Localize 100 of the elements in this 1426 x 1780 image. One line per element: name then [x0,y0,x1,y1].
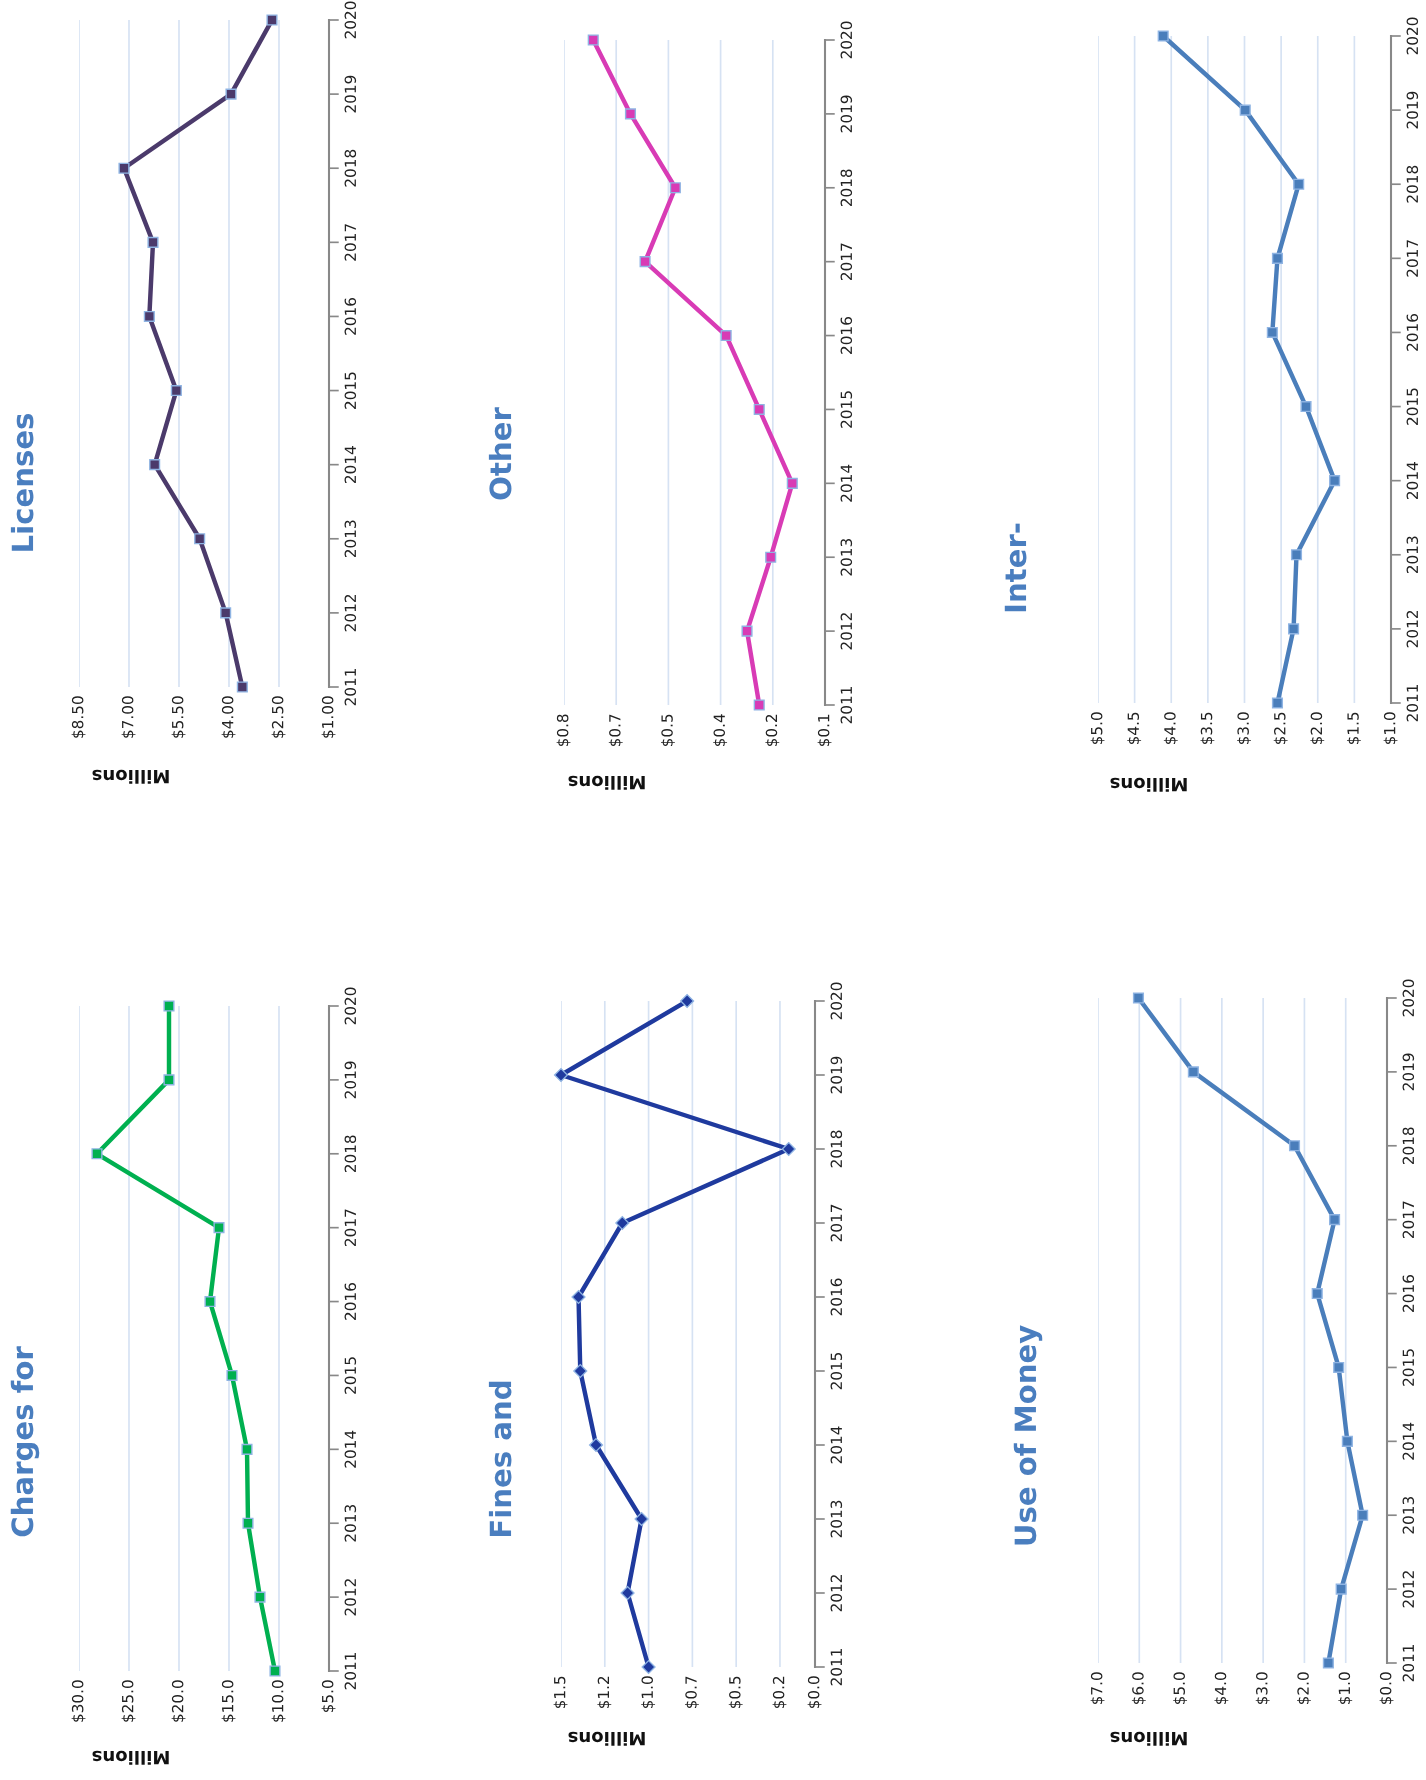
point [1357,1509,1369,1521]
x-tick-label: $2.5 [1273,712,1288,745]
y-tick-label: 2011 [344,1652,357,1690]
y-tick-label: 2019 [830,1056,843,1094]
y-tick-label: 2013 [840,539,853,576]
y-tick-label: 2016 [830,1278,843,1316]
x-tick-label: $10.0 [271,1680,286,1722]
point [1271,252,1284,264]
y-tick-label: 2014 [1402,1422,1415,1460]
point [163,1074,175,1086]
y-tick-label: 2013 [1402,1497,1415,1534]
point [641,1659,656,1675]
x-tick-label: $0.0 [807,1676,822,1709]
x-tick-label: $1.0 [1338,1672,1353,1705]
point [236,681,248,693]
y-tick-label: 2020 [1402,979,1415,1017]
y-tick-label: 2020 [840,21,853,59]
y-tick-label: 2019 [1402,1053,1415,1091]
y-tick-label: 2019 [344,75,357,113]
point [194,533,206,545]
x-tick-label: $5.0 [321,1680,336,1713]
y-tick-label: 2013 [1406,536,1419,574]
x-tick-label: $7.00 [121,696,136,738]
point [669,182,681,194]
point [1290,549,1303,561]
x-tick-label: $5.0 [1090,712,1105,745]
point [1341,1435,1353,1447]
x-axis-title: Millions [1110,777,1187,792]
y-tick-label: 2013 [344,520,357,558]
point [1239,104,1251,116]
x-axis-title: Millions [92,1750,169,1765]
y-tick-label: 2020 [1406,17,1419,55]
point [147,236,159,248]
y-tick-label: 2011 [840,686,853,724]
point [1300,400,1312,413]
y-tick-label: 2012 [344,594,357,632]
point [1288,1140,1301,1152]
x-axis-title: Millions [92,769,169,784]
point [225,88,237,100]
point [1271,697,1284,709]
y-tick-label: 2011 [830,1648,843,1686]
point [1266,326,1278,339]
y-tick-label: 2019 [344,1061,357,1099]
point [1288,623,1300,635]
point [118,162,130,174]
y-tick-label: 2020 [830,982,843,1020]
x-tick-label: $4.0 [1163,712,1178,745]
point [1187,1066,1199,1078]
x-tick-label: $1.2 [597,1676,612,1709]
point [143,310,155,323]
point [741,625,753,637]
y-tick-label: 2014 [344,446,357,483]
point [588,1437,604,1453]
x-tick-label: $0.1 [817,714,832,747]
x-tick-label: $3.0 [1255,1672,1270,1705]
y-tick-label: 2011 [1402,1644,1415,1682]
x-tick-label: $20.0 [171,1680,186,1722]
x-axis-title: Millions [1110,1731,1187,1746]
point [587,34,599,46]
point [624,108,637,120]
point [254,1591,266,1603]
y-tick-label: 2017 [344,1209,357,1246]
x-tick-label: $4.0 [1214,1672,1229,1705]
point [720,329,732,342]
point [571,1289,586,1305]
x-tick-label: $1.5 [1346,712,1361,745]
point [615,1215,630,1231]
point [1333,1361,1345,1374]
point [553,1067,569,1083]
y-tick-label: 2015 [1406,388,1419,425]
point [213,1222,225,1234]
point [204,1295,216,1308]
point [226,1369,238,1382]
x-tick-label: $8.50 [71,696,86,738]
point [1311,1287,1323,1300]
point [786,477,798,489]
y-tick-label: 2016 [344,1283,357,1320]
point [1335,1583,1347,1595]
x-tick-label: $5.50 [171,696,186,738]
x-tick-label: $0.7 [684,1676,699,1709]
x-tick-label: $7.0 [1090,1672,1105,1705]
y-tick-label: 2019 [840,95,853,133]
y-tick-label: 2017 [1402,1201,1415,1238]
y-tick-label: 2012 [840,613,853,650]
y-tick-label: 2017 [344,224,357,261]
point [163,1000,175,1012]
y-tick-label: 2015 [344,372,357,409]
y-tick-label: 2017 [840,243,853,280]
point [634,1511,649,1527]
y-tick-label: 2018 [344,149,357,187]
point [1322,1657,1334,1669]
point [266,14,278,26]
point [753,699,765,711]
y-tick-label: 2015 [344,1357,357,1394]
x-axis-title: Millions [568,775,645,790]
x-tick-label: $3.0 [1237,712,1251,745]
point [680,993,695,1009]
y-tick-label: 2016 [1406,313,1419,351]
x-tick-label: $0.5 [661,714,675,747]
y-tick-label: 2018 [344,1135,357,1173]
